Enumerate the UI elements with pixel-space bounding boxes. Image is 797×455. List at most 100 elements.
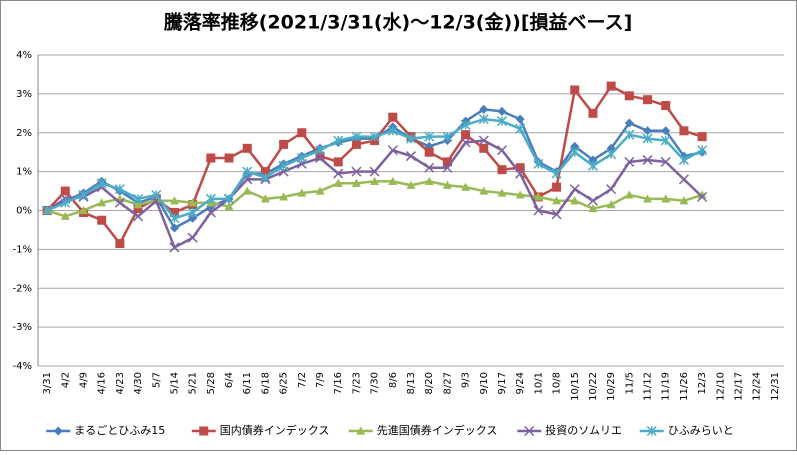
marker: [97, 215, 107, 225]
legend-label: ひふみらいと: [668, 424, 734, 437]
x-tick-label: 4/16: [97, 372, 108, 394]
marker: [587, 160, 598, 171]
marker: [351, 178, 361, 187]
marker: [624, 156, 635, 167]
marker: [114, 184, 125, 195]
x-tick-label: 9/24: [515, 372, 526, 394]
marker: [461, 130, 471, 140]
marker: [188, 198, 198, 207]
marker: [151, 189, 162, 200]
x-tick-label: 5/21: [188, 372, 199, 394]
y-tick-label: -1%: [13, 244, 32, 255]
marker: [551, 168, 562, 179]
marker: [552, 182, 562, 192]
marker: [424, 176, 434, 185]
marker: [53, 426, 63, 436]
x-tick-label: 10/22: [588, 372, 599, 401]
x-tick-label: 12/31: [770, 372, 781, 401]
marker: [515, 190, 525, 199]
x-tick-label: 12/24: [752, 372, 763, 401]
x-tick-label: 6/11: [242, 372, 253, 394]
marker: [242, 143, 252, 153]
marker: [224, 202, 234, 211]
x-tick-label: 8/27: [442, 372, 453, 394]
marker: [588, 108, 598, 118]
marker: [442, 162, 453, 173]
marker: [60, 197, 71, 208]
x-tick-label: 11/19: [661, 372, 672, 401]
marker: [96, 178, 107, 189]
marker: [478, 135, 489, 146]
marker: [370, 176, 380, 185]
marker: [224, 153, 234, 163]
marker: [388, 176, 398, 185]
marker: [199, 426, 209, 436]
y-tick-label: -4%: [13, 361, 32, 372]
marker: [242, 186, 252, 195]
x-tick-label: 5/14: [169, 372, 180, 394]
x-tick-label: 11/12: [643, 372, 654, 401]
marker: [570, 196, 580, 205]
y-tick-label: -3%: [13, 322, 32, 333]
marker: [97, 198, 107, 207]
marker: [515, 163, 525, 173]
marker: [224, 193, 235, 204]
marker: [660, 156, 671, 167]
marker: [624, 129, 635, 140]
marker: [606, 200, 616, 209]
marker: [497, 165, 507, 175]
marker: [442, 180, 452, 189]
x-tick-label: 4/23: [115, 372, 126, 394]
marker: [643, 95, 653, 105]
marker: [387, 125, 398, 136]
marker: [442, 131, 453, 142]
marker: [661, 126, 671, 136]
legend-label: 先進国債券インデックス: [377, 423, 498, 437]
marker: [169, 242, 180, 253]
marker: [533, 192, 543, 201]
marker: [697, 191, 708, 202]
x-tick-label: 5/7: [151, 372, 162, 388]
x-tick-label: 6/25: [279, 372, 290, 394]
marker: [496, 145, 508, 156]
marker: [569, 147, 580, 158]
marker: [643, 194, 653, 203]
y-tick-label: 1%: [16, 167, 32, 178]
marker: [642, 154, 653, 165]
x-tick-label: 7/9: [315, 372, 326, 388]
marker: [697, 190, 707, 199]
marker: [333, 168, 344, 179]
x-tick-label: 5/28: [206, 372, 217, 394]
marker: [405, 133, 417, 144]
marker: [260, 167, 270, 177]
marker: [242, 166, 253, 177]
marker: [588, 155, 598, 165]
marker: [524, 425, 535, 437]
marker: [424, 131, 435, 142]
legend-label: 国内債券インデックス: [220, 423, 330, 437]
x-tick-label: 7/2: [297, 372, 308, 388]
marker: [678, 174, 689, 185]
x-tick-label: 7/30: [370, 372, 381, 394]
marker: [388, 112, 398, 122]
marker: [205, 207, 216, 218]
marker: [133, 204, 143, 214]
x-tick-label: 4/2: [60, 372, 71, 388]
marker: [351, 139, 361, 149]
marker: [169, 207, 179, 217]
x-tick-label: 4/9: [78, 372, 89, 388]
marker: [642, 133, 653, 144]
x-tick-label: 11/26: [679, 372, 690, 401]
marker: [333, 178, 343, 187]
marker: [133, 211, 144, 222]
marker: [133, 193, 144, 204]
marker: [678, 154, 689, 165]
marker: [356, 426, 366, 435]
marker: [187, 232, 198, 243]
marker: [42, 205, 53, 216]
x-tick-label: 3/31: [42, 372, 53, 394]
x-tick-label: 6/18: [260, 372, 271, 394]
x-tick-label: 7/16: [333, 372, 344, 394]
x-tick-label: 9/3: [461, 372, 472, 388]
